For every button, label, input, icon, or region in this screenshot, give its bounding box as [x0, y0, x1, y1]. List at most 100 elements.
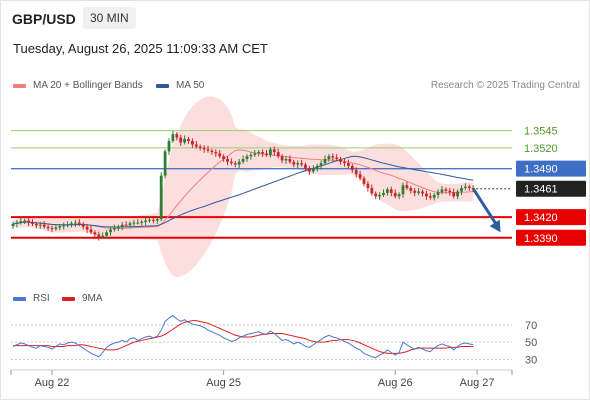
candle-body	[214, 152, 218, 154]
legend-rsi-label: RSI	[33, 293, 50, 304]
forecast-arrow-head	[489, 219, 501, 233]
candle-body	[327, 156, 331, 159]
candle-body	[226, 158, 229, 162]
candle-body	[335, 157, 339, 159]
top-bar: GBP/USD 30 MIN	[0, 0, 590, 36]
candle-body	[222, 156, 225, 159]
ma20-swatch	[13, 83, 26, 88]
candle-body	[276, 152, 280, 157]
pivot-label-1.3490: 1.3490	[524, 164, 558, 176]
resistance-label-1.3520: 1.3520	[524, 143, 558, 155]
candle-body	[253, 153, 257, 155]
rsi-tick-70: 70	[525, 320, 537, 332]
candle-body	[109, 229, 112, 233]
candle-body	[452, 192, 456, 197]
ma9-swatch	[62, 296, 75, 301]
candle-body	[128, 223, 132, 226]
candle-body	[70, 223, 73, 225]
candle-body	[187, 138, 190, 142]
candle-body	[38, 224, 42, 226]
candle-body	[401, 185, 405, 195]
rsi-tick-30: 30	[525, 354, 537, 366]
candle-body	[85, 226, 89, 230]
datetime-label: Tuesday, August 26, 2025 11:09:33 AM CET	[13, 41, 268, 56]
candle-body	[393, 192, 397, 197]
candle-body	[136, 222, 140, 224]
candles	[11, 130, 475, 241]
legend-ma9: 9MA	[62, 293, 103, 304]
candle-body	[386, 189, 389, 193]
candle-body	[331, 156, 335, 158]
candle-body	[54, 227, 58, 229]
candle-body	[81, 223, 85, 227]
timeframe-badge[interactable]: 30 MIN	[83, 7, 136, 29]
candle-body	[241, 158, 245, 162]
candle-body	[300, 163, 303, 165]
candle-body	[347, 163, 350, 166]
candle-body	[31, 222, 34, 224]
candle-body	[233, 163, 237, 165]
candle-body	[456, 191, 459, 197]
candle-body	[23, 220, 27, 222]
candle-body	[58, 226, 62, 228]
support-label-box-1.3390	[516, 229, 586, 246]
candle-body	[366, 183, 370, 189]
candle-body	[124, 224, 128, 226]
candle-body	[144, 220, 147, 222]
candle-body	[210, 150, 214, 153]
x-tick-label-Aug-27: Aug 27	[460, 377, 495, 389]
candle-body	[179, 137, 183, 143]
support-label-1.3390: 1.3390	[524, 233, 558, 245]
ma50-line	[12, 155, 474, 228]
candle-body	[397, 194, 401, 197]
legend-ma20: MA 20 + Bollinger Bands	[13, 80, 143, 91]
legend-ma50-label: MA 50	[176, 80, 205, 91]
candle-body	[218, 153, 222, 157]
candle-body	[311, 168, 315, 172]
support-label-box-1.3420	[516, 209, 586, 226]
candle-body	[245, 156, 249, 159]
candle-body	[288, 158, 292, 162]
resistance-label-1.3545: 1.3545	[524, 126, 558, 138]
candle-body	[77, 222, 81, 224]
candle-body	[315, 165, 319, 169]
candle-body	[140, 221, 144, 223]
candle-body	[46, 226, 50, 229]
rsi-tick-50: 50	[525, 337, 537, 349]
candle-body	[257, 152, 261, 154]
candle-body	[432, 194, 436, 198]
candle-body	[198, 146, 202, 148]
candle-body	[15, 222, 19, 224]
candle-body	[269, 149, 272, 155]
candle-body	[202, 147, 206, 150]
candle-body	[374, 193, 378, 197]
candle-body	[362, 178, 366, 184]
candle-body	[378, 194, 381, 197]
legend-rsi: RSI	[13, 293, 50, 304]
rsi-line	[12, 314, 474, 359]
candle-body	[436, 192, 440, 195]
legend-ma20-label: MA 20 + Bollinger Bands	[33, 80, 143, 91]
candle-body	[50, 228, 54, 230]
last-price-label-1.3461: 1.3461	[524, 184, 558, 196]
candle-body	[460, 188, 463, 192]
candle-body	[113, 228, 116, 230]
candle-body	[265, 153, 268, 155]
candle-body	[230, 161, 233, 164]
candle-body	[339, 158, 342, 162]
candle-body	[440, 189, 444, 193]
candle-body	[448, 190, 452, 193]
candle-body	[206, 149, 210, 151]
candle-body	[74, 222, 77, 224]
candle-body	[428, 196, 432, 198]
pair-title: GBP/USD	[12, 11, 76, 27]
pivot-label-box	[516, 160, 586, 177]
candle-body	[370, 188, 374, 194]
legend-ma50: MA 50	[156, 80, 204, 91]
research-credit: Research © 2025 Trading Central	[430, 80, 580, 91]
last-price-box	[516, 180, 586, 197]
candle-body	[249, 154, 253, 157]
candle-body	[237, 161, 241, 165]
candle-body	[358, 174, 362, 179]
legend-ma9-label: 9MA	[82, 293, 103, 304]
